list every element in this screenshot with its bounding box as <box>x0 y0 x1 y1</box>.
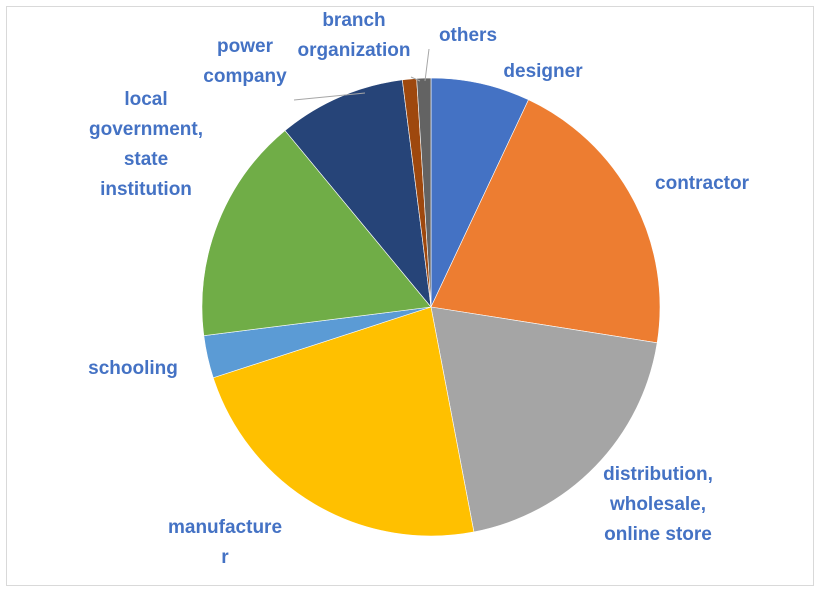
slice-label-line: r <box>221 547 229 568</box>
slice-label-line: distribution, <box>603 464 713 485</box>
slice-label-line: wholesale, <box>609 494 706 515</box>
slice-label-4: manufacture r <box>168 517 282 568</box>
slice-label-line: others <box>439 25 497 46</box>
slice-label-line: local <box>124 89 167 110</box>
slice-label-line: institution <box>100 179 192 200</box>
slice-label-line: power <box>217 36 274 57</box>
slice-label-line: manufacture <box>168 517 282 538</box>
leader-line-7 <box>293 92 366 101</box>
slice-label-8: branch organization <box>298 10 411 61</box>
pie-slice-4 <box>212 306 475 537</box>
pie-slice-2 <box>430 99 661 344</box>
slice-label-9: others <box>439 25 497 46</box>
slice-label-5: schooling <box>88 358 178 379</box>
slice-label-2: contractor <box>655 173 750 194</box>
slice-label-line: company <box>203 66 287 87</box>
slice-label-line: branch <box>322 10 385 31</box>
pie-slice-6 <box>201 130 432 337</box>
slice-label-line: designer <box>503 61 583 82</box>
slice-label-6: local government, state institution <box>89 89 203 200</box>
slice-label-line: schooling <box>88 358 178 379</box>
chart-area: designer contractor distribution, wholesale… <box>6 6 814 586</box>
slice-label-line: state <box>124 149 168 170</box>
slice-label-7: power company <box>203 36 287 87</box>
slice-label-line: government, <box>89 119 203 140</box>
leader-line-9 <box>424 48 430 82</box>
slice-label-line: online store <box>604 524 712 545</box>
pie-slice-7 <box>284 79 432 308</box>
slice-label-line: contractor <box>655 173 750 194</box>
pie-chart: designer contractor distribution, wholesale… <box>88 10 750 568</box>
slice-label-1: designer <box>503 61 583 82</box>
slice-label-line: organization <box>298 40 411 61</box>
leader-line-8 <box>410 76 421 82</box>
slice-label-3: distribution, wholesale, online store <box>603 464 713 545</box>
pie-slice-9 <box>416 77 432 308</box>
pie-slice-3 <box>430 306 658 533</box>
